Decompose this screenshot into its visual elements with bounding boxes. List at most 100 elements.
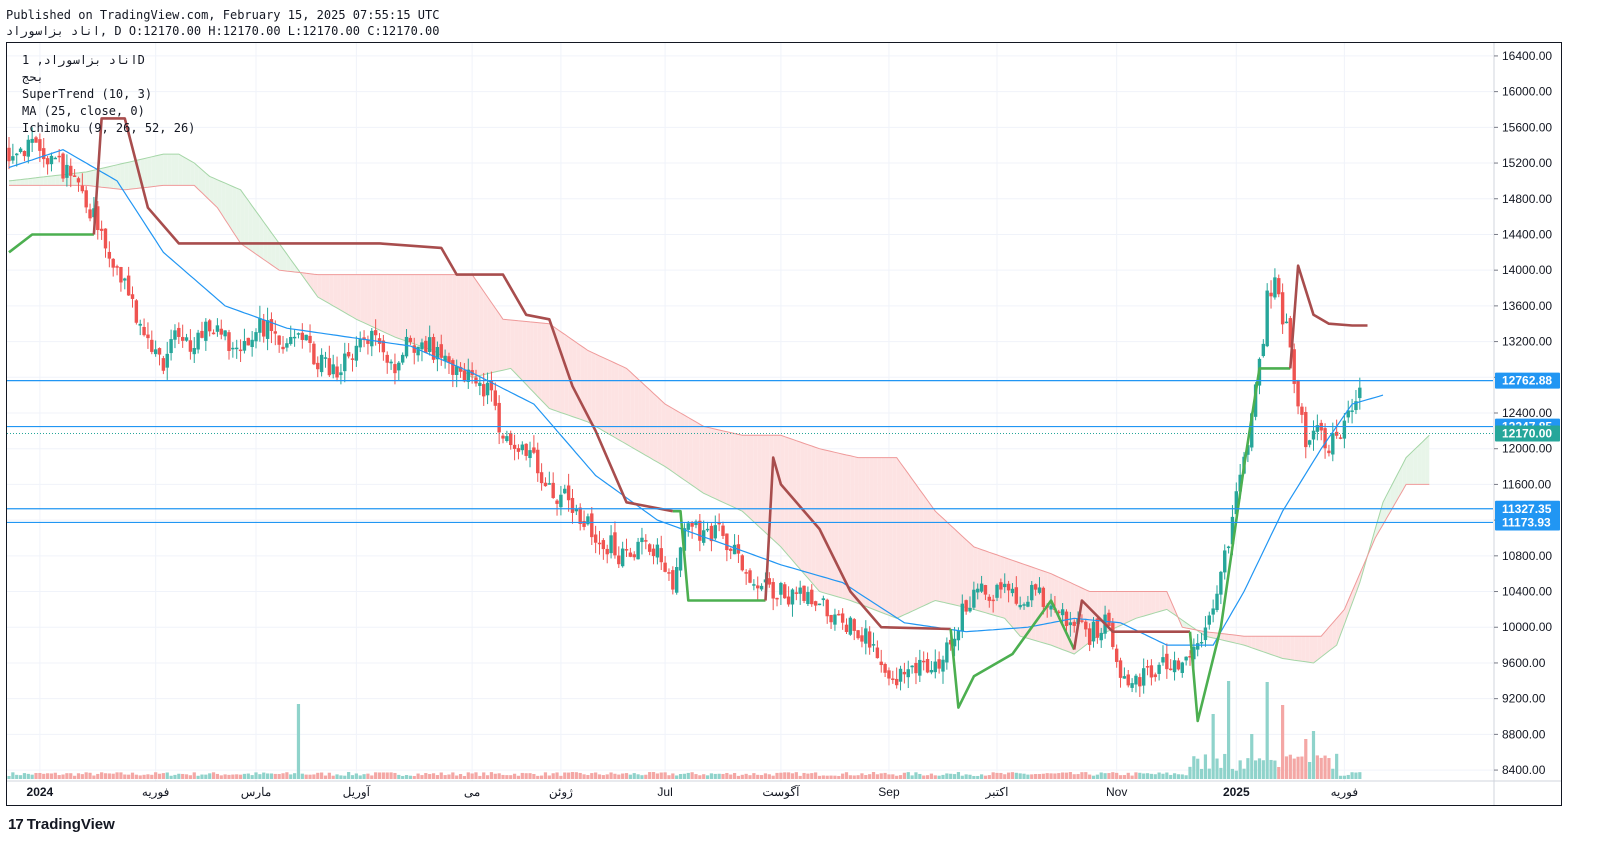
candle [134,299,139,325]
candle [729,547,733,560]
candle-body [632,554,636,558]
candle-body [821,598,826,601]
candle [1022,602,1026,610]
cloud-segment [908,473,913,613]
candle-body [138,323,142,326]
volume-bar [1219,767,1223,779]
volume-bar [300,773,304,779]
cloud-segment [738,434,743,512]
volume-bar [852,775,856,779]
volume-bar [632,773,636,779]
volume-bar [895,775,899,779]
legend-ichimoku[interactable]: Ichimoku (9, 26, 52, 26) [22,121,196,135]
cloud-segment [1031,566,1036,641]
candle-body [605,548,609,555]
candle [1165,643,1169,679]
candle [254,328,258,349]
cloud-segment [742,435,747,515]
candle [898,665,903,691]
candle [690,520,694,539]
y-tick-label: 9600.00 [1502,656,1546,670]
volume-bar [11,772,15,779]
candle-body [783,584,787,599]
cloud-segment [90,170,94,187]
volume-bar [1057,773,1061,779]
volume-bar [1226,681,1231,779]
candle-body [516,448,521,452]
cloud-segment [387,274,392,336]
volume-bar [42,773,46,779]
volume-bar [88,772,92,779]
last-price-label-bg [1495,425,1560,442]
cloud-segment [1425,435,1430,485]
candle-body [829,614,833,623]
volume-bar [702,774,706,779]
candle-body [1064,611,1069,627]
cloud-segment [1228,634,1233,643]
tradingview-logo[interactable]: 17 TradingView [8,815,115,833]
candle [647,543,652,556]
candle-body [1141,668,1146,686]
candle-body [215,325,220,332]
cloud-segment [584,347,588,422]
candle-body [636,541,640,560]
ichimoku-span-b [9,184,1430,637]
candle [115,264,119,276]
volume-bar [478,775,482,779]
cloud-segment [271,232,276,268]
candle [53,156,58,160]
candle [528,441,532,468]
candle-body [99,228,104,231]
candles [7,127,1362,698]
candle [76,176,81,192]
volume-bar [1254,760,1258,779]
candle-body [115,266,119,268]
volume-bar [655,773,659,779]
volume-bar [1118,775,1123,779]
cloud-segment [198,166,202,193]
candle [88,203,92,222]
volume-bar [96,773,100,779]
volume-bar [482,772,486,779]
cloud-segment [267,227,272,265]
candle [1172,651,1177,681]
candle [173,324,177,349]
candle [196,329,200,354]
candle [1288,315,1293,348]
volume-bar [92,775,96,779]
cloud-segment [445,274,449,362]
volume-bar [925,775,930,779]
volume-bar [1342,775,1346,779]
volume-bar [891,774,895,779]
volume-bar [1072,774,1076,779]
candle-body [142,326,146,336]
candle-body [1323,428,1327,449]
candle-body [1211,608,1215,615]
candle-body [404,336,409,357]
volume-bar [1030,774,1034,779]
candle [694,519,698,529]
price-chart[interactable]: 8400.00 8800.00 9200.00 9600.00 10000.00 1040… [7,43,1561,805]
cloud-segment [174,154,179,186]
legend-ma[interactable]: MA (25, close, 0) [22,104,145,118]
chart-frame[interactable]: 8400.00 8800.00 9200.00 9600.00 10000.00 1040… [6,42,1562,806]
y-tick-label: 8400.00 [1502,763,1546,777]
volume-bar [532,774,536,779]
volume-bar [362,774,366,779]
cloud-segment [128,161,133,190]
candle [671,566,675,595]
candle-body [960,603,964,632]
candle-body [536,449,540,474]
candle [910,665,914,674]
candle-body [1068,622,1073,626]
volume-bar [1203,754,1208,779]
volume-bar [358,775,362,779]
legend-supertrend[interactable]: SuperTrend (10, 3) [22,87,153,101]
cloud-segment [1394,472,1399,505]
last-price-label: 12170.00 [1502,427,1552,441]
volume-bar [752,773,756,779]
candle-body [902,671,907,675]
candle [775,597,779,607]
volume-bar [435,775,439,779]
volume-bar [1315,755,1319,779]
